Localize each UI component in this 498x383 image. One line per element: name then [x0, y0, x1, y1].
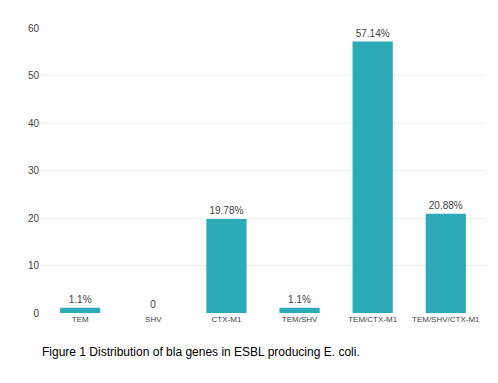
- svg-text:20.88%: 20.88%: [429, 200, 463, 211]
- svg-text:Figure 1 Distribution of bla g: Figure 1 Distribution of bla genes in ES…: [42, 345, 360, 359]
- svg-text:20: 20: [28, 213, 40, 224]
- svg-text:SHV: SHV: [145, 315, 162, 324]
- svg-text:0: 0: [150, 299, 156, 310]
- svg-text:1.1%: 1.1%: [288, 294, 311, 305]
- svg-text:40: 40: [28, 118, 40, 129]
- svg-text:TEM/CTX-M1: TEM/CTX-M1: [348, 315, 397, 324]
- svg-text:1.1%: 1.1%: [69, 294, 92, 305]
- svg-text:10: 10: [28, 260, 40, 271]
- svg-text:50: 50: [28, 70, 40, 81]
- svg-text:0: 0: [33, 308, 39, 319]
- svg-text:TEM/SHV/CTX-M1: TEM/SHV/CTX-M1: [412, 315, 480, 324]
- svg-text:TEM: TEM: [72, 315, 89, 324]
- svg-text:19.78%: 19.78%: [209, 205, 243, 216]
- svg-text:CTX-M1: CTX-M1: [212, 315, 242, 324]
- svg-text:60: 60: [28, 23, 40, 34]
- svg-text:57.14%: 57.14%: [356, 28, 390, 39]
- svg-text:TEM/SHV: TEM/SHV: [282, 315, 318, 324]
- svg-text:30: 30: [28, 165, 40, 176]
